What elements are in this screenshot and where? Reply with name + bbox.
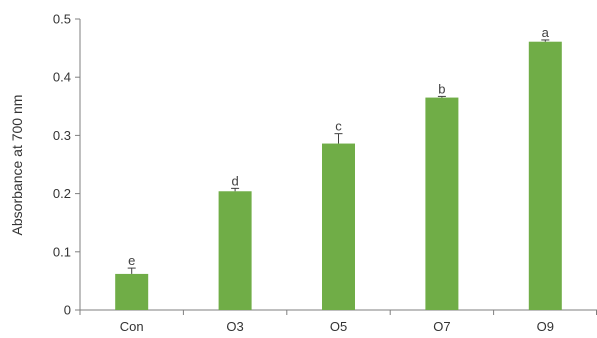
significance-label: c	[335, 119, 342, 134]
y-tick-label: 0.2	[53, 186, 71, 201]
x-tick-label: O3	[226, 319, 243, 334]
x-tick-label: O5	[330, 319, 347, 334]
bar	[218, 191, 252, 310]
significance-label: b	[438, 81, 445, 96]
y-axis: 0 0.1 0.2 0.3 0.4 0.5	[53, 12, 81, 318]
x-axis: Con O3 O5 O7 O9	[79, 309, 597, 334]
y-tick-label: 0	[64, 303, 71, 318]
significance-label: a	[542, 25, 550, 40]
bar	[322, 143, 355, 310]
bar	[528, 41, 562, 310]
x-tick-label: O9	[537, 319, 554, 334]
bar	[115, 273, 149, 310]
significance-label: e	[128, 253, 135, 268]
y-tick-label: 0.1	[53, 244, 71, 259]
bars: e d c b a	[115, 25, 562, 310]
x-tick-label: O7	[433, 319, 450, 334]
y-axis-title: Absorbance at 700 nm	[9, 95, 25, 236]
y-tick-label: 0.5	[53, 12, 71, 27]
significance-label: d	[231, 173, 238, 188]
bar	[425, 97, 459, 310]
y-tick-label: 0.4	[53, 70, 71, 85]
x-tick-label: Con	[120, 319, 144, 334]
y-tick-label: 0.3	[53, 128, 71, 143]
